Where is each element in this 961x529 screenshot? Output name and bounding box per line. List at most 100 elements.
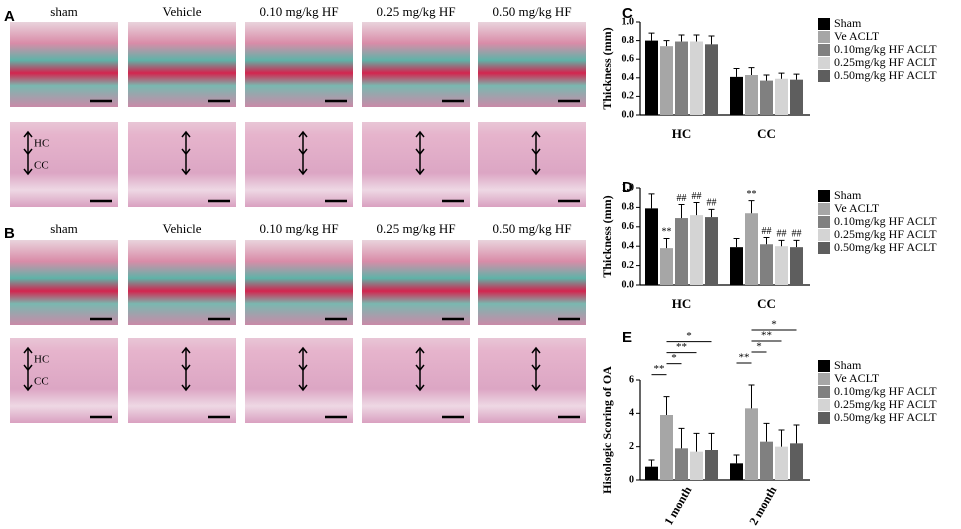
legend-swatch — [818, 399, 830, 411]
bracket-label: ** — [739, 352, 750, 364]
bar — [675, 218, 688, 285]
error-bar — [793, 73, 800, 80]
bar — [705, 44, 718, 115]
histology-image — [362, 338, 470, 423]
layer-label: HC — [34, 354, 49, 366]
histology-image — [478, 338, 586, 423]
y-tick-label: 0.2 — [622, 260, 635, 271]
column-label: Vehicle — [163, 4, 202, 19]
column-label: sham — [50, 4, 77, 19]
significance-label: ** — [662, 227, 672, 238]
y-tick-label: 0.0 — [622, 279, 635, 290]
legend-swatch — [818, 70, 830, 82]
histology-image — [128, 240, 236, 325]
bar — [775, 78, 788, 115]
legend-swatch — [818, 386, 830, 398]
legend-label: Ve ACLT — [834, 201, 880, 215]
bar — [690, 41, 703, 115]
error-bar — [678, 203, 685, 219]
significance-label: ## — [792, 229, 802, 240]
layer-label: CC — [34, 376, 49, 388]
column-label: 0.10 mg/kg HF — [259, 4, 338, 19]
y-tick-label: 0.4 — [622, 72, 635, 83]
error-bar — [733, 454, 740, 464]
histology-image — [478, 122, 586, 207]
error-bar — [708, 35, 715, 45]
arrow-head — [415, 384, 425, 392]
error-bar — [793, 239, 800, 248]
column-label: 0.10 mg/kg HF — [259, 221, 338, 236]
bar — [645, 40, 658, 115]
arrow-head — [298, 130, 308, 138]
legend-label: 0.25mg/kg HF ACLT — [834, 397, 937, 411]
bracket-label: ** — [761, 330, 772, 342]
error-bar — [648, 32, 655, 41]
error-bar — [793, 424, 800, 444]
arrow-head — [298, 168, 308, 176]
y-tick-label: 0.4 — [622, 240, 635, 251]
layer-label: CC — [34, 160, 49, 172]
arrow-head — [181, 148, 191, 156]
y-tick-label: 0 — [629, 474, 634, 485]
error-bar — [663, 237, 670, 249]
arrow-head — [23, 346, 33, 354]
error-bar — [748, 67, 755, 76]
arrow-head — [298, 346, 308, 354]
y-tick-label: 1.0 — [622, 16, 635, 27]
histology-image — [245, 240, 353, 325]
bar — [660, 415, 673, 480]
x-tick-label: CC — [757, 126, 776, 141]
bar — [660, 46, 673, 115]
y-axis-label: Thickness (mm) — [600, 195, 614, 277]
panel-label: E — [622, 329, 632, 346]
legend-swatch — [818, 216, 830, 228]
legend-label: 0.25mg/kg HF ACLT — [834, 55, 937, 69]
y-tick-label: 1.0 — [622, 182, 635, 193]
bar — [730, 76, 743, 115]
x-tick-label: HC — [672, 296, 692, 311]
error-bar — [663, 40, 670, 47]
arrow-head — [181, 168, 191, 176]
arrow-head — [181, 384, 191, 392]
column-label: 0.25 mg/kg HF — [376, 221, 455, 236]
error-bar — [748, 384, 755, 409]
bar — [790, 443, 803, 480]
y-tick-label: 0.6 — [622, 221, 635, 232]
legend-label: 0.10mg/kg HF ACLT — [834, 214, 937, 228]
histology-image — [362, 122, 470, 207]
histology-image — [478, 22, 586, 107]
bar — [745, 408, 758, 480]
bar — [730, 247, 743, 285]
x-tick-label: HC — [672, 126, 692, 141]
bar — [760, 244, 773, 285]
legend-label: 0.50mg/kg HF ACLT — [834, 68, 937, 82]
arrow-head — [531, 364, 541, 372]
legend-label: 0.10mg/kg HF ACLT — [834, 384, 937, 398]
significance-label: ## — [707, 198, 717, 209]
error-bar — [693, 202, 700, 216]
significance-label: ## — [762, 226, 772, 237]
arrow-head — [531, 148, 541, 156]
bar — [775, 446, 788, 480]
arrow-head — [23, 148, 33, 156]
arrow-head — [415, 148, 425, 156]
legend-label: Ve ACLT — [834, 29, 880, 43]
bracket-label: ** — [654, 363, 665, 375]
legend-swatch — [818, 373, 830, 385]
error-bar — [763, 236, 770, 245]
histology-image — [362, 240, 470, 325]
error-bar — [763, 74, 770, 81]
y-tick-label: 4 — [629, 408, 634, 419]
significance-label: ** — [747, 189, 757, 200]
legend-swatch — [818, 44, 830, 56]
y-tick-label: 0.6 — [622, 53, 635, 64]
legend-swatch — [818, 242, 830, 254]
legend-swatch — [818, 203, 830, 215]
y-tick-label: 2 — [629, 441, 634, 452]
histology-image — [128, 122, 236, 207]
significance-label: ## — [692, 191, 702, 202]
y-axis-label: Thickness (mm) — [600, 27, 614, 109]
arrow-head — [415, 130, 425, 138]
